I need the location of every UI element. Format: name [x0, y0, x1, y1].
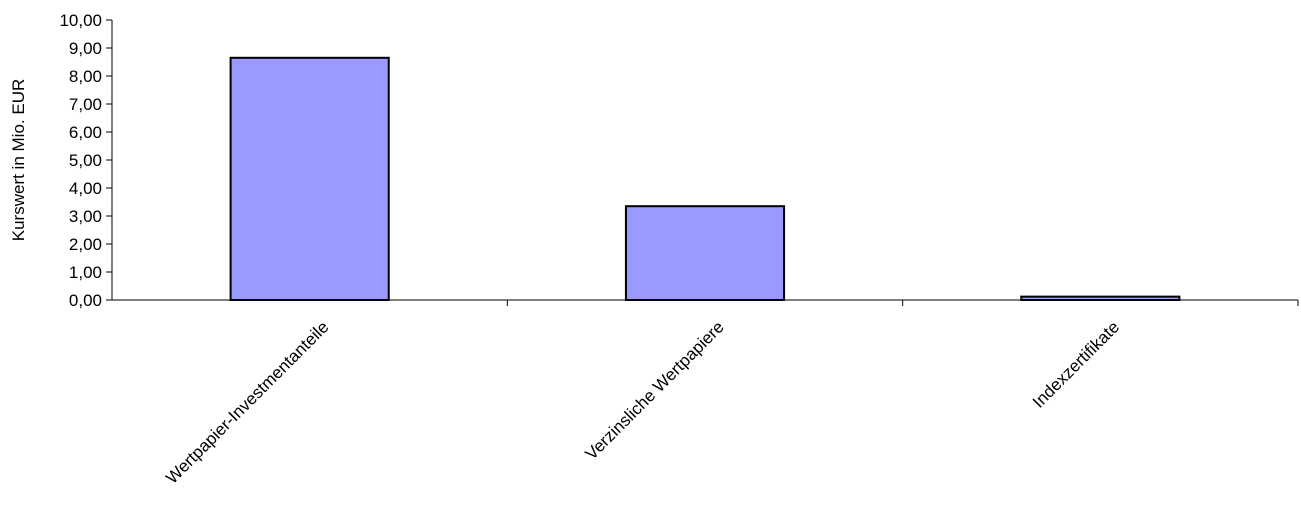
- y-axis-tick-labels: 0,00 1,00 2,00 3,00 4,00 5,00 6,00 7,00 8,00 9,00…: [59, 11, 102, 310]
- x-axis-category-labels: Wertpapier-Investmentanteile Verzinsliche…: [162, 317, 1123, 487]
- x-category-label: Wertpapier-Investmentanteile: [162, 317, 332, 487]
- y-tick-label: 2,00: [69, 235, 102, 254]
- y-tick-label: 8,00: [69, 67, 102, 86]
- x-axis-ticks: [506, 300, 1299, 306]
- bars: [229, 56, 1181, 302]
- y-tick-label: 4,00: [69, 179, 102, 198]
- y-tick-label: 6,00: [69, 123, 102, 142]
- bar: [229, 56, 390, 301]
- y-tick-label: 3,00: [69, 207, 102, 226]
- y-tick-label: 1,00: [69, 263, 102, 282]
- x-category-label: Verzinsliche Wertpapiere: [582, 317, 728, 463]
- y-tick-label: 0,00: [69, 291, 102, 310]
- y-tick-label: 10,00: [59, 11, 102, 30]
- y-tick-label: 9,00: [69, 39, 102, 58]
- x-category-label: Indexzertifikate: [1029, 317, 1123, 411]
- y-tick-label: 7,00: [69, 95, 102, 114]
- y-tick-label: 5,00: [69, 151, 102, 170]
- bar: [624, 205, 786, 301]
- bar: [1020, 295, 1181, 302]
- y-axis-title: Kurswert in Mio. EUR: [9, 79, 28, 241]
- y-axis-ticks: [106, 19, 112, 301]
